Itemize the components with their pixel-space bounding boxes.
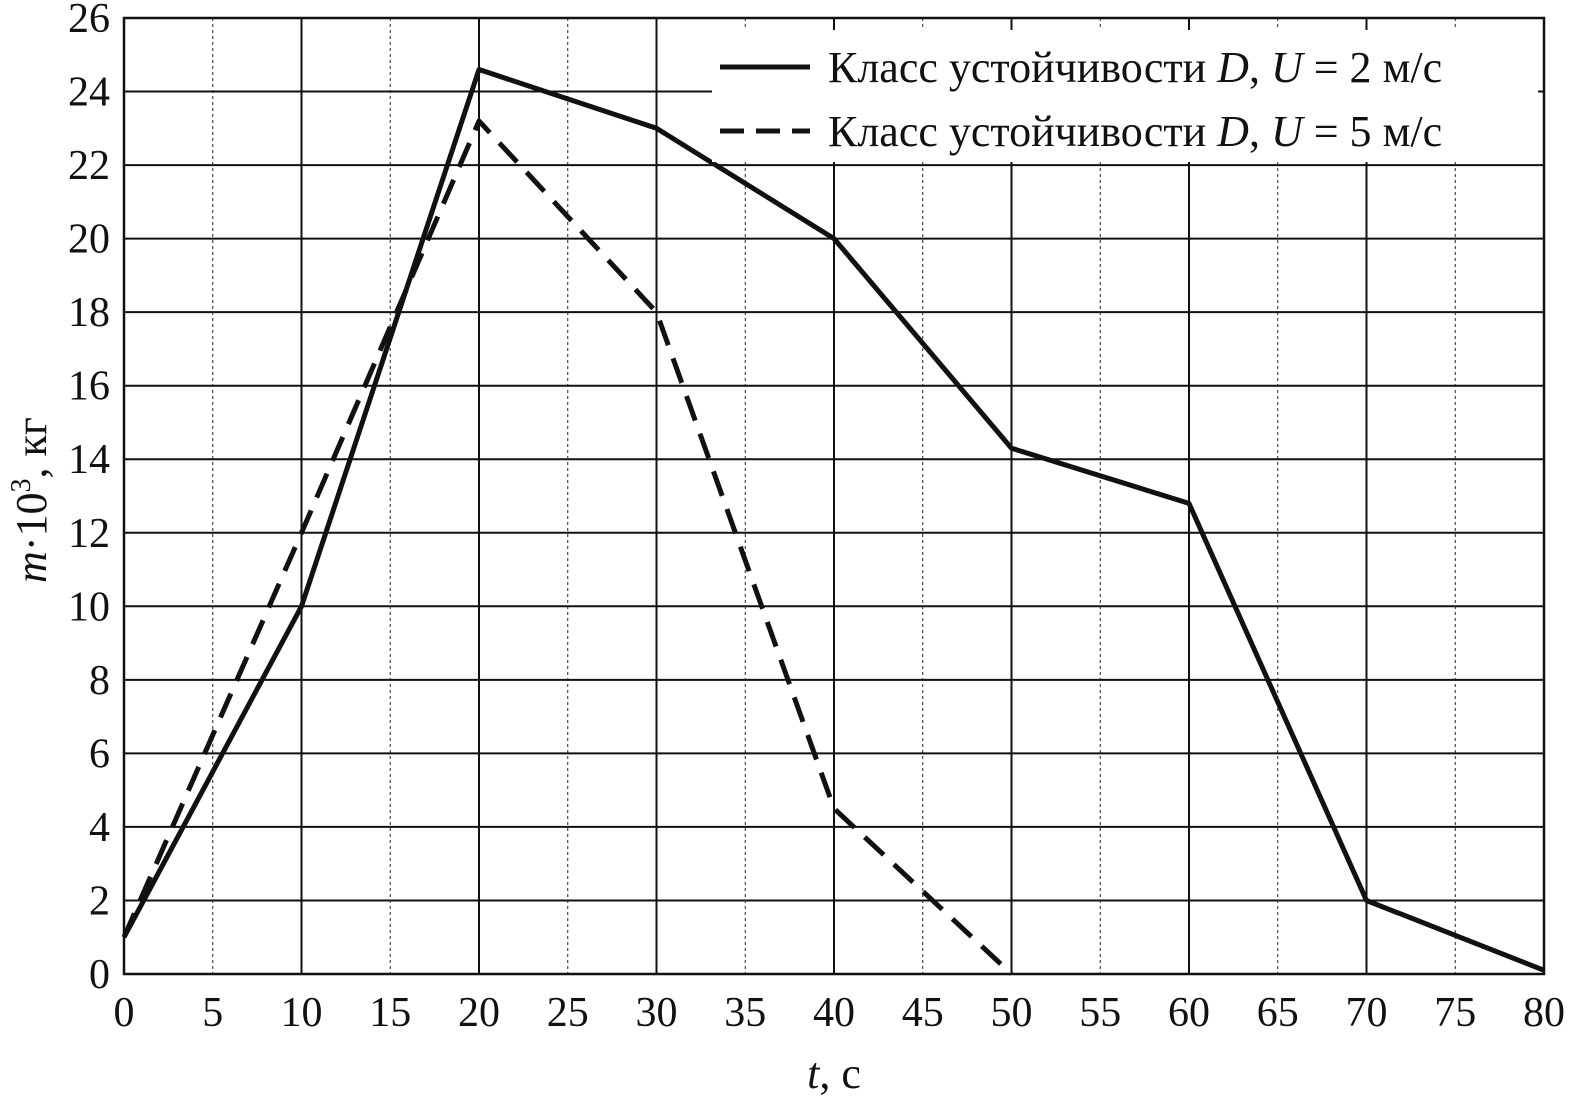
y-axis-label: m·103, кг	[6, 417, 56, 583]
legend-entry-u5-prefix: Класс устойчивости	[828, 107, 1217, 156]
legend-entry-u5-var: U	[1271, 107, 1306, 156]
y-axis-label-unit: , кг	[7, 417, 56, 478]
y-tick-label: 8	[89, 658, 110, 704]
x-tick-label: 65	[1257, 990, 1299, 1036]
legend-entry-u5-sep: ,	[1249, 107, 1271, 156]
y-tick-label: 20	[68, 217, 110, 263]
x-axis-label-unit: , с	[819, 1049, 861, 1098]
y-axis-label-exponent: 3	[6, 479, 37, 493]
x-tick-label: 35	[724, 990, 766, 1036]
y-tick-label: 6	[89, 731, 110, 777]
y-tick-label: 2	[89, 878, 110, 924]
series-line-u2	[121, 67, 1545, 973]
series-line-u5	[121, 118, 1014, 976]
x-tick-label: 30	[636, 990, 678, 1036]
x-tick-label: 50	[991, 990, 1033, 1036]
y-tick-label: 24	[68, 70, 110, 116]
legend: Класс устойчивости D, U = 2 м/с Класс ус…	[712, 30, 1538, 162]
y-tick-label: 16	[68, 364, 110, 410]
legend-entry-u2-value: = 2	[1303, 43, 1383, 92]
x-tick-label: 0	[114, 990, 135, 1036]
x-tick-label: 5	[202, 990, 223, 1036]
legend-entry-u2: Класс устойчивости D, U = 2 м/с	[828, 43, 1442, 92]
x-tick-label: 25	[547, 990, 589, 1036]
x-tick-label: 80	[1523, 990, 1565, 1036]
legend-entry-u2-var: U	[1271, 43, 1306, 92]
y-tick-label: 26	[68, 0, 110, 42]
y-tick-label: 4	[89, 805, 110, 851]
x-tick-label: 60	[1168, 990, 1210, 1036]
x-tick-label: 55	[1079, 990, 1121, 1036]
y-tick-label: 14	[68, 437, 110, 483]
x-tick-label: 10	[281, 990, 323, 1036]
y-axis-label-factor: ·10	[7, 493, 56, 552]
x-tick-label: 70	[1346, 990, 1388, 1036]
legend-entry-u5-value: = 5	[1303, 107, 1383, 156]
legend-entry-u5: Класс устойчивости D, U = 5 м/с	[828, 107, 1442, 156]
y-tick-label: 12	[68, 511, 110, 557]
y-tick-label: 22	[68, 143, 110, 189]
x-axis-label: t, с	[807, 1049, 861, 1098]
x-tick-label: 45	[902, 990, 944, 1036]
x-tick-label: 40	[813, 990, 855, 1036]
x-tick-label: 75	[1434, 990, 1476, 1036]
plot-frame	[122, 16, 1546, 976]
legend-entry-u2-unit: м/с	[1383, 43, 1443, 92]
legend-entry-u5-unit: м/с	[1383, 107, 1443, 156]
y-tick-label: 18	[68, 290, 110, 336]
legend-entry-u2-class: D	[1216, 43, 1249, 92]
x-tick-label: 20	[458, 990, 500, 1036]
legend-entry-u2-prefix: Класс устойчивости	[828, 43, 1217, 92]
y-tick-label: 0	[89, 952, 110, 998]
y-tick-label: 10	[68, 584, 110, 630]
x-tick-label: 15	[369, 990, 411, 1036]
series-lines	[121, 67, 1545, 976]
y-axis-label-var: m	[7, 551, 56, 583]
legend-entry-u5-class: D	[1216, 107, 1249, 156]
legend-background	[712, 30, 1538, 162]
x-axis-label-var: t	[807, 1049, 821, 1098]
legend-entry-u2-sep: ,	[1249, 43, 1271, 92]
